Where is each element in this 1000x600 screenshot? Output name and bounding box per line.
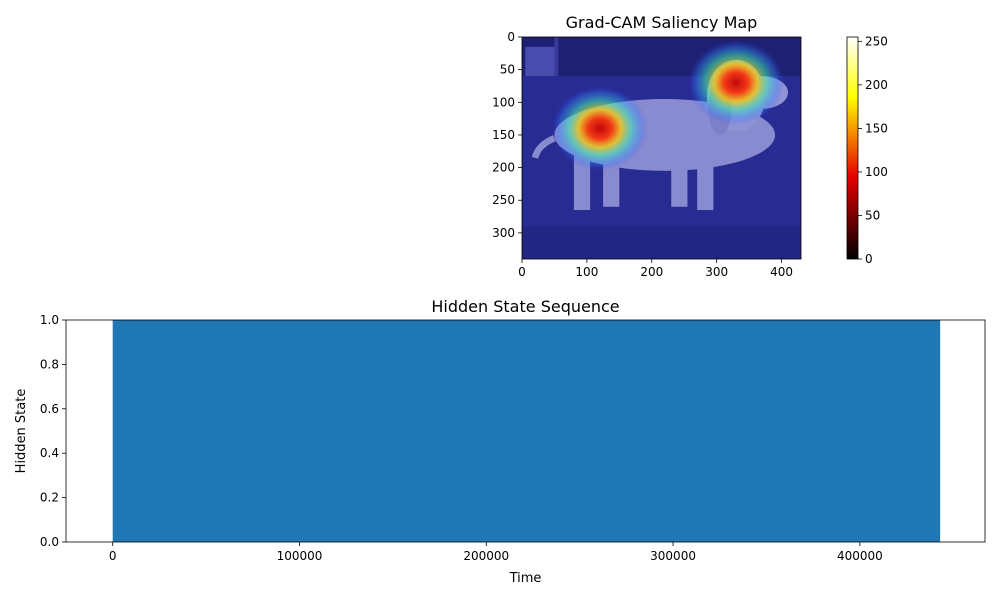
colorbar-tick-label: 50 bbox=[865, 208, 880, 222]
y-tick-label: 300 bbox=[492, 226, 515, 240]
y-tick-label: 0.2 bbox=[40, 491, 59, 505]
x-tick-label: 200 bbox=[640, 265, 663, 279]
y-tick-label: 1.0 bbox=[40, 313, 59, 327]
saliency-image bbox=[522, 37, 801, 259]
x-tick-label: 400 bbox=[770, 265, 793, 279]
hidden-state-frame bbox=[65, 319, 986, 543]
hidden-state-x-ticks: 0 100000 200000 300000 400000 bbox=[109, 542, 883, 563]
x-tick-label: 100 bbox=[575, 265, 598, 279]
y-tick-label: 250 bbox=[492, 193, 515, 207]
y-tick-label: 200 bbox=[492, 161, 515, 175]
y-axis-label: Hidden State bbox=[14, 389, 29, 474]
colorbar-ticks: 0 50 100 150 200 250 bbox=[858, 34, 888, 266]
x-tick-label: 0 bbox=[109, 549, 117, 563]
x-tick-label: 200000 bbox=[463, 549, 509, 563]
saliency-x-ticks: 0 100 200 300 400 bbox=[518, 259, 793, 279]
hidden-state-y-ticks: 0.0 0.2 0.4 0.6 0.8 1.0 bbox=[40, 313, 66, 549]
colorbar-tick-label: 200 bbox=[865, 78, 888, 92]
colorbar-tick-label: 250 bbox=[865, 34, 888, 48]
saliency-hotspot bbox=[551, 86, 648, 171]
y-tick-label: 50 bbox=[500, 63, 515, 77]
y-tick-label: 0.8 bbox=[40, 357, 59, 371]
saliency-title: Grad-CAM Saliency Map bbox=[566, 13, 758, 32]
hidden-state-panel: Hidden State Sequence 0 100000 200000 30000… bbox=[14, 297, 986, 586]
colorbar-tick-label: 100 bbox=[865, 165, 888, 179]
saliency-hotspot bbox=[688, 40, 785, 125]
x-tick-label: 300 bbox=[705, 265, 728, 279]
hidden-state-series bbox=[112, 320, 941, 542]
colorbar-tick-label: 150 bbox=[865, 121, 888, 135]
saliency-y-ticks: 0 50 100 150 200 250 300 bbox=[492, 30, 522, 240]
y-tick-label: 100 bbox=[492, 95, 515, 109]
y-tick-label: 0 bbox=[507, 30, 515, 44]
x-axis-label: Time bbox=[509, 571, 542, 586]
x-tick-label: 300000 bbox=[650, 549, 696, 563]
y-tick-label: 0.4 bbox=[40, 446, 59, 460]
x-tick-label: 100000 bbox=[277, 549, 323, 563]
x-tick-label: 400000 bbox=[837, 549, 883, 563]
saliency-hotspots bbox=[551, 40, 785, 171]
y-tick-label: 0.6 bbox=[40, 402, 59, 416]
x-tick-label: 0 bbox=[518, 265, 526, 279]
hidden-state-area bbox=[112, 320, 941, 542]
colorbar-frame bbox=[846, 36, 859, 260]
colorbar bbox=[847, 37, 858, 259]
colorbar-tick-label: 0 bbox=[865, 252, 873, 266]
image-frame bbox=[521, 36, 802, 260]
y-tick-label: 150 bbox=[492, 128, 515, 142]
saliency-panel: Grad-CAM Saliency Map bbox=[492, 13, 888, 279]
hidden-state-title: Hidden State Sequence bbox=[431, 297, 619, 316]
y-tick-label: 0.0 bbox=[40, 535, 59, 549]
